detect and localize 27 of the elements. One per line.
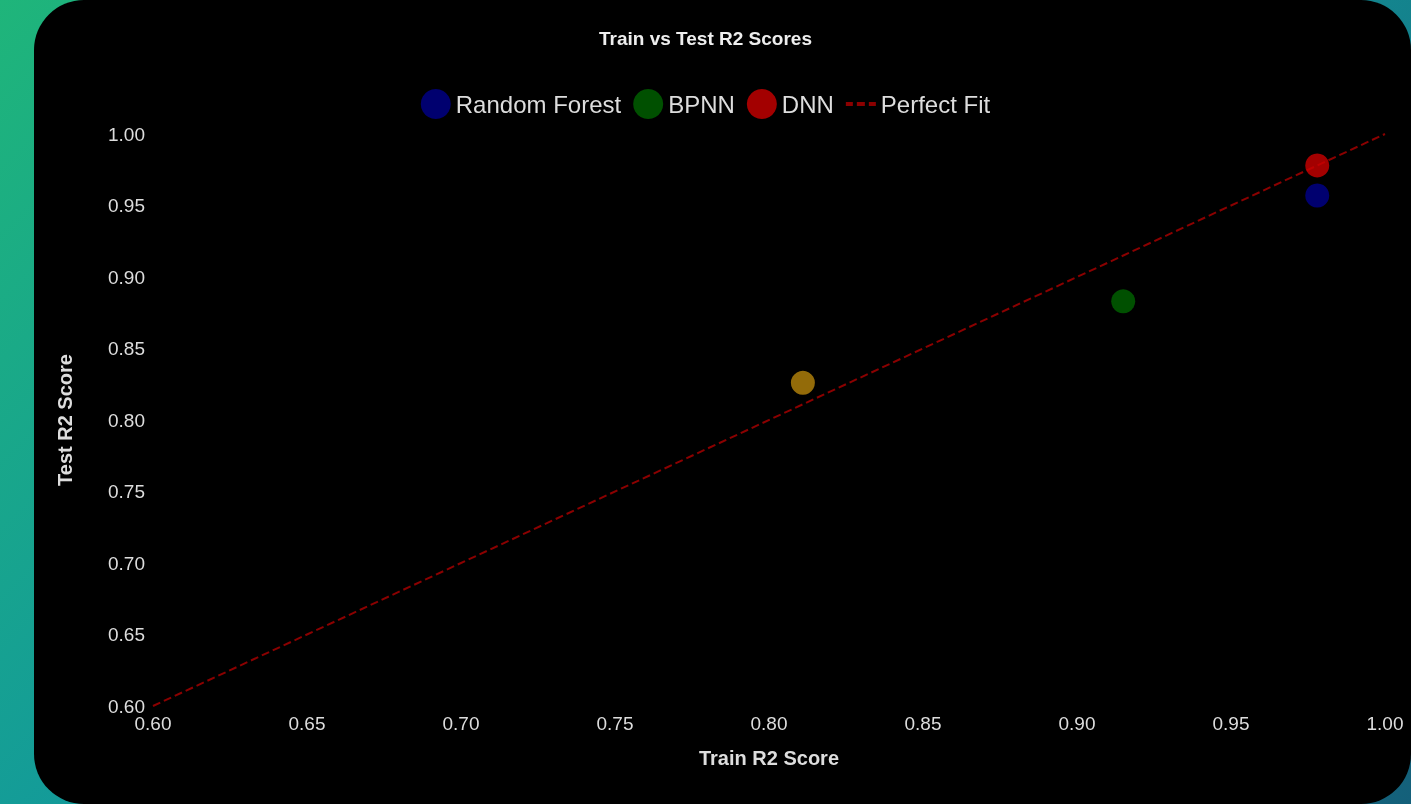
point — [1305, 183, 1330, 208]
y-axis-title: Test R2 Score — [54, 354, 76, 486]
legend-label: DNN — [781, 90, 834, 118]
x-tick-label: 0.85 — [904, 713, 942, 734]
legend-label: Random Forest — [455, 90, 622, 118]
x-tick-label: 0.65 — [288, 713, 326, 734]
y-tick-label: 0.85 — [108, 338, 145, 359]
point — [790, 370, 815, 395]
x-axis-title: Train R2 Score — [698, 747, 840, 769]
y-tick-label: 0.75 — [108, 481, 145, 502]
x-tick-label: 0.75 — [596, 713, 634, 734]
x-tick-label: 0.80 — [750, 713, 788, 734]
x-tick-label: 0.90 — [1058, 713, 1096, 734]
y-tick-label: 1.00 — [108, 123, 145, 145]
point — [1111, 289, 1136, 314]
y-tick-label: 0.80 — [108, 409, 145, 431]
x-tick-label: 1.00 — [1366, 713, 1404, 734]
legend-label: Perfect Fit — [880, 90, 991, 118]
y-tick-label: 0.65 — [108, 624, 145, 645]
x-tick-label: 0.70 — [442, 713, 480, 734]
legend-label: BPNN — [668, 90, 735, 118]
y-tick-label: 0.90 — [108, 266, 145, 288]
x-tick-label: 0.95 — [1212, 713, 1250, 734]
y-tick-label: 0.70 — [108, 552, 145, 574]
point — [1305, 153, 1330, 178]
chart-title: Train vs Test R2 Scores — [599, 28, 812, 49]
y-tick-label: 0.95 — [108, 195, 145, 216]
